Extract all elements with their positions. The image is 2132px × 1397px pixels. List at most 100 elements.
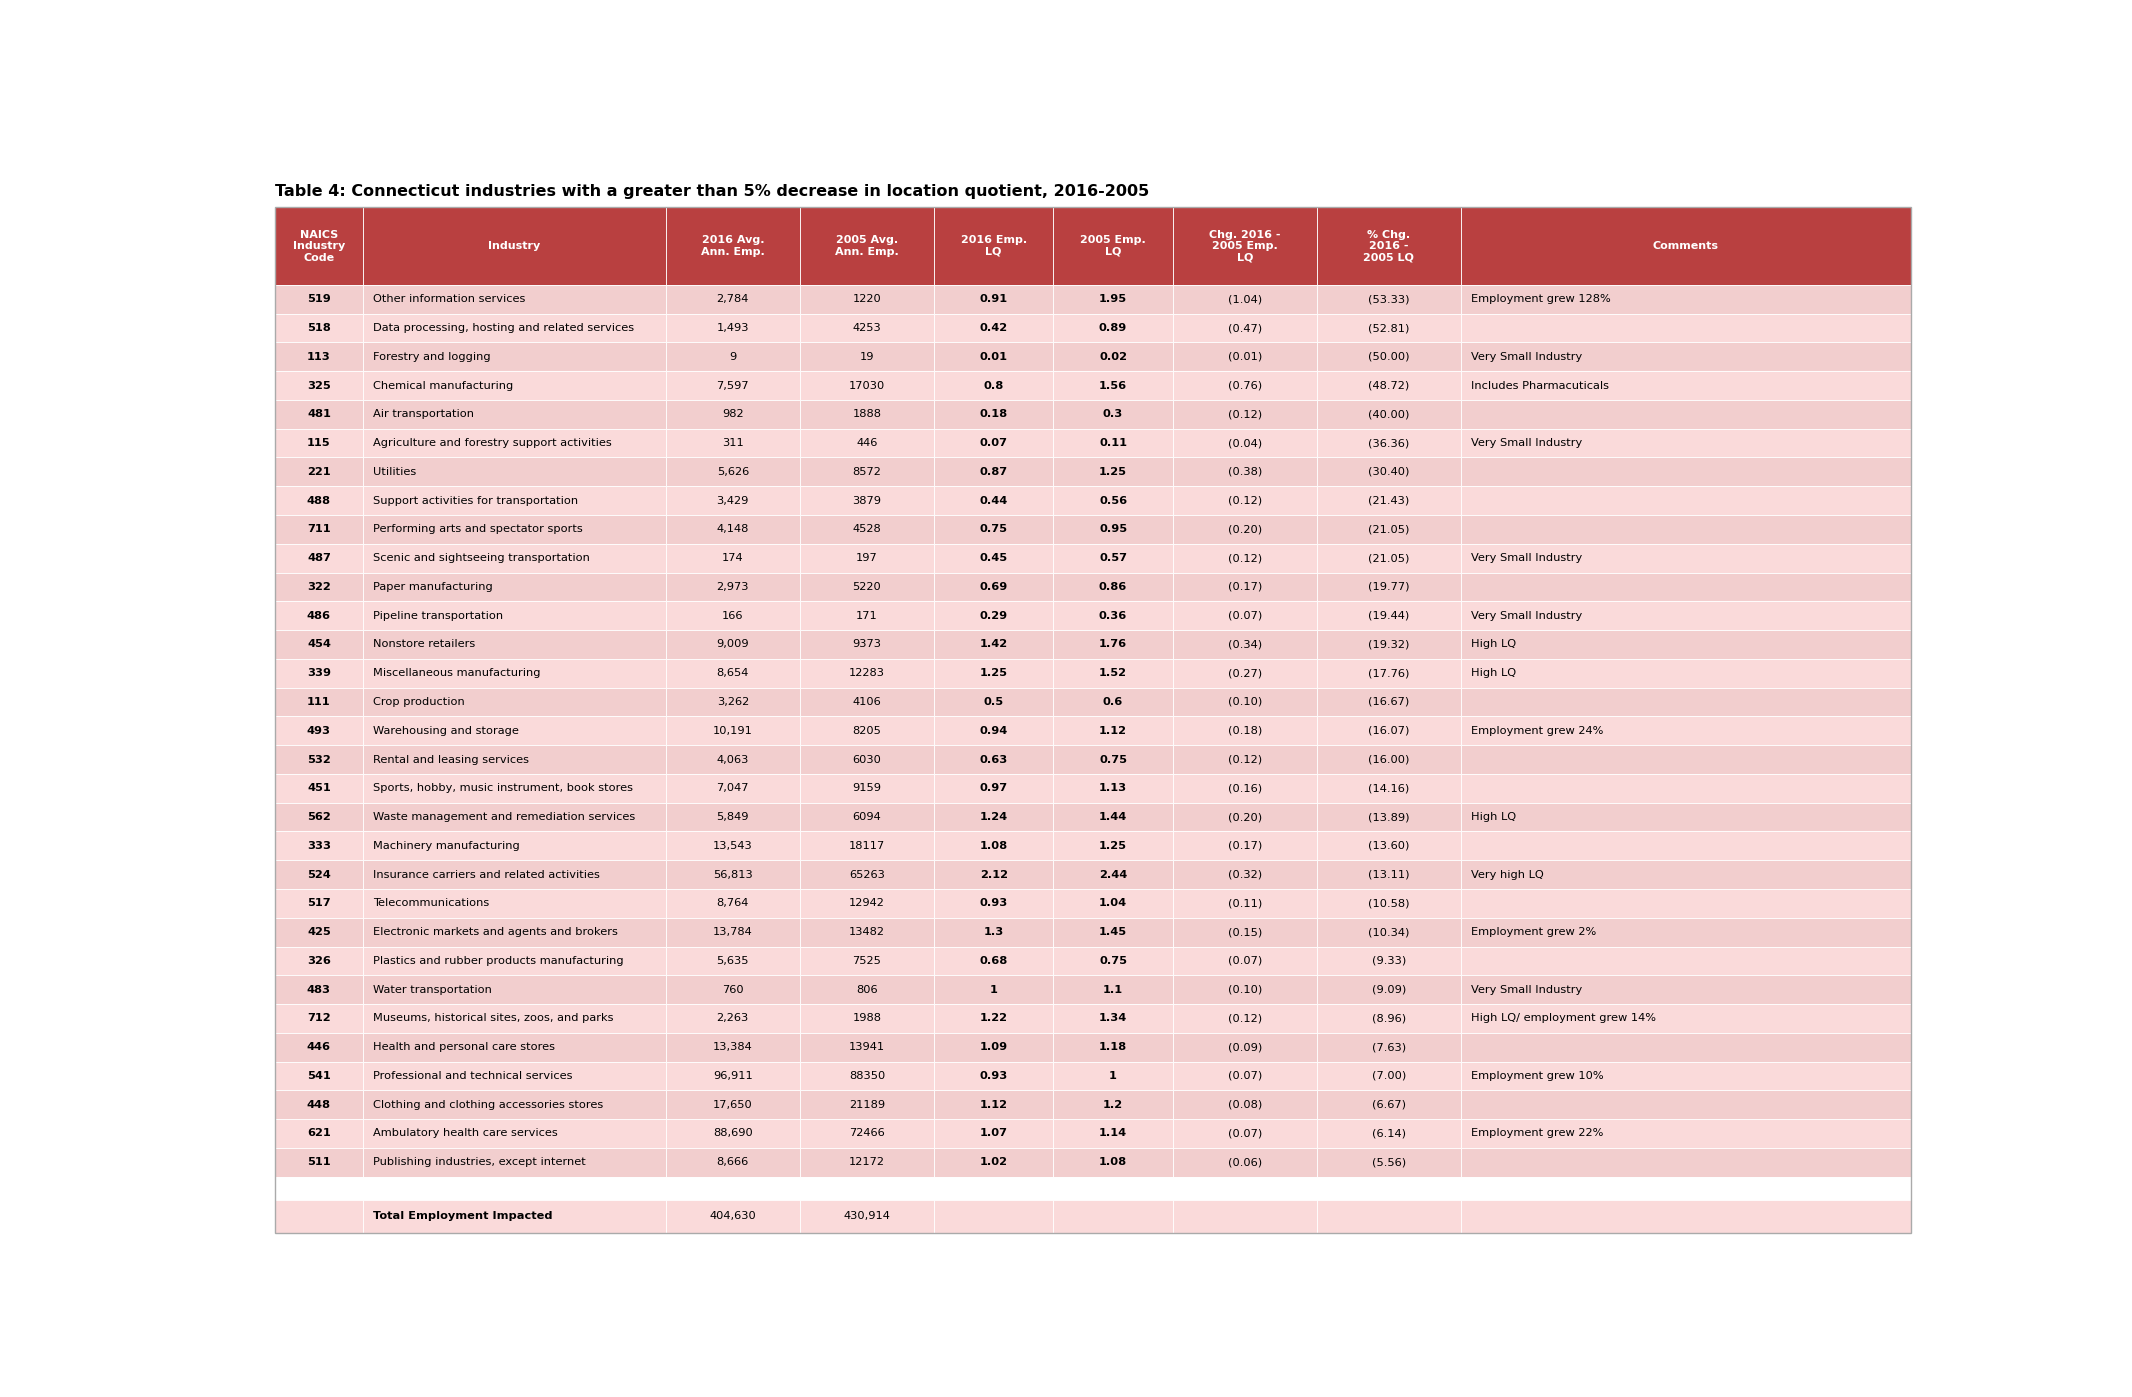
Bar [800,372,934,400]
Bar [934,1090,1053,1119]
Bar [665,774,800,803]
Bar [1460,573,1910,601]
Bar [1173,861,1318,888]
Bar [665,342,800,372]
Bar [1318,573,1460,601]
Text: (0.06): (0.06) [1228,1157,1262,1168]
Bar [1173,429,1318,457]
Bar [665,918,800,947]
Text: High LQ: High LQ [1471,640,1516,650]
Bar [800,601,934,630]
Text: 1.12: 1.12 [1100,726,1128,736]
Bar [934,947,1053,975]
Bar [800,543,934,573]
Bar [665,457,800,486]
Bar [1053,515,1173,543]
Text: Other information services: Other information services [373,295,524,305]
Bar [934,1032,1053,1062]
Text: 524: 524 [307,869,330,880]
Text: (19.77): (19.77) [1369,583,1409,592]
Bar [665,831,800,861]
Bar [934,1119,1053,1148]
Text: 0.5: 0.5 [983,697,1004,707]
Text: 115: 115 [307,439,330,448]
Bar [362,372,665,400]
Text: (14.16): (14.16) [1369,784,1409,793]
Text: 5,635: 5,635 [716,956,748,965]
Text: Very Small Industry: Very Small Industry [1471,352,1582,362]
Bar [1053,745,1173,774]
Bar [934,774,1053,803]
Bar [934,601,1053,630]
Text: 483: 483 [307,985,330,995]
Text: Ambulatory health care services: Ambulatory health care services [373,1129,559,1139]
Text: 9: 9 [729,352,736,362]
Bar [800,400,934,429]
Bar [1053,975,1173,1004]
Text: 1.3: 1.3 [983,928,1004,937]
Bar [1460,717,1910,745]
Text: 0.8: 0.8 [983,380,1004,391]
Bar [1173,573,1318,601]
Bar [934,1062,1053,1090]
Bar [275,1032,362,1062]
Bar [1173,543,1318,573]
Bar [1460,1148,1910,1176]
Bar [934,429,1053,457]
Bar [665,888,800,918]
Text: 1: 1 [1109,1071,1117,1081]
Bar [1460,975,1910,1004]
Bar [665,1148,800,1176]
Text: 6030: 6030 [853,754,881,764]
Bar [934,285,1053,314]
Text: 4253: 4253 [853,323,881,332]
Bar [1053,774,1173,803]
Bar [275,1090,362,1119]
Text: 311: 311 [723,439,744,448]
Text: Chg. 2016 -
2005 Emp.
LQ: Chg. 2016 - 2005 Emp. LQ [1209,229,1281,263]
Bar [800,659,934,687]
Bar [1460,486,1910,515]
Text: 7525: 7525 [853,956,881,965]
Bar [665,314,800,342]
Text: 13941: 13941 [849,1042,885,1052]
Bar [1460,342,1910,372]
Bar [1318,342,1460,372]
Text: 8,666: 8,666 [716,1157,748,1168]
Text: 0.07: 0.07 [981,439,1008,448]
Bar [1318,1148,1460,1176]
Text: 446: 446 [307,1042,330,1052]
Bar [800,888,934,918]
Bar [1460,1176,1910,1200]
Text: 1.07: 1.07 [981,1129,1008,1139]
Text: (19.32): (19.32) [1369,640,1409,650]
Text: Paper manufacturing: Paper manufacturing [373,583,492,592]
Text: 4,148: 4,148 [716,524,748,535]
Bar [362,515,665,543]
Bar [1173,1119,1318,1148]
Bar [665,207,800,285]
Bar [934,1004,1053,1032]
Bar [1460,400,1910,429]
Text: (13.11): (13.11) [1369,869,1409,880]
Bar [1173,285,1318,314]
Text: 806: 806 [857,985,878,995]
Bar [275,457,362,486]
Text: 0.01: 0.01 [981,352,1008,362]
Text: Industry: Industry [488,242,542,251]
Text: Employment grew 2%: Employment grew 2% [1471,928,1597,937]
Bar [1173,400,1318,429]
Bar [1053,803,1173,831]
Text: 1888: 1888 [853,409,881,419]
Text: 1.24: 1.24 [979,812,1008,821]
Bar [800,745,934,774]
Bar [362,342,665,372]
Text: 1.52: 1.52 [1100,668,1128,678]
Text: 430,914: 430,914 [844,1211,891,1221]
Text: 333: 333 [307,841,330,851]
Bar [1318,400,1460,429]
Text: 8,654: 8,654 [716,668,748,678]
Text: 21189: 21189 [849,1099,885,1109]
Text: Miscellaneous manufacturing: Miscellaneous manufacturing [373,668,542,678]
Bar [934,543,1053,573]
